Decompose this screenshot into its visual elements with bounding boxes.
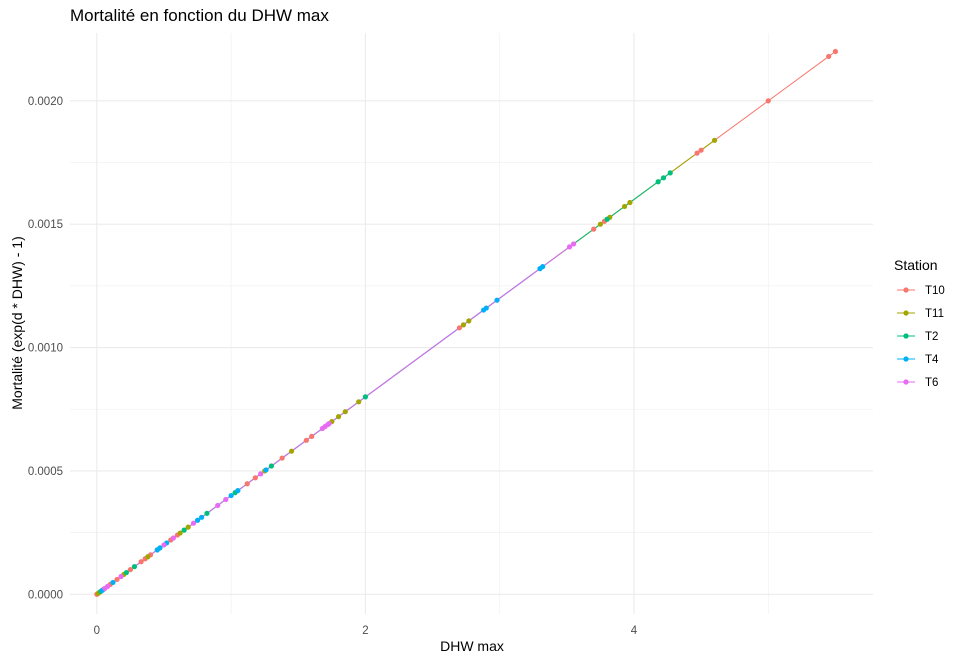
data-point [110, 579, 116, 586]
legend-title: Station [894, 257, 938, 273]
legend: Station T10 T11 T2 T4 T6 [894, 257, 945, 389]
x-axis-title: DHW max [440, 638, 504, 654]
data-point [145, 554, 151, 560]
legend-item-t6: T6 [897, 377, 938, 389]
data-point [177, 530, 183, 536]
legend-key-point [903, 287, 909, 293]
y-tick-label: 0.0010 [28, 343, 63, 355]
series-layer [94, 48, 839, 597]
data-point [181, 527, 187, 533]
y-tick-label: 0.0000 [28, 589, 63, 601]
data-point [252, 475, 258, 481]
data-point [540, 264, 546, 270]
data-point [335, 414, 342, 420]
data-point [621, 203, 628, 210]
data-point [303, 437, 309, 443]
data-point [223, 496, 229, 503]
data-point [627, 199, 633, 206]
legend-label: T4 [925, 354, 939, 366]
data-point [131, 564, 138, 570]
data-point [826, 53, 832, 60]
data-point [765, 98, 771, 104]
data-point [161, 542, 167, 548]
series-points-t6 [102, 241, 577, 591]
data-point [711, 137, 718, 143]
data-point [698, 147, 704, 153]
data-point [258, 471, 264, 477]
legend-label: T11 [925, 308, 944, 320]
legend-key-point [903, 356, 909, 362]
data-point [309, 433, 315, 439]
data-point [263, 467, 269, 473]
legend-item-t2: T2 [897, 331, 938, 343]
data-point [667, 170, 673, 176]
data-point [204, 510, 210, 516]
legend-key-point [903, 333, 909, 339]
data-point [466, 318, 472, 324]
data-point [597, 221, 604, 227]
data-point [244, 481, 250, 487]
y-tick-label: 0.0015 [28, 219, 63, 231]
x-tick-label: 2 [362, 625, 368, 637]
y-axis-title: Mortalité (exp(d * DHW) - 1) [9, 236, 25, 409]
data-point [356, 399, 362, 405]
legend-item-t4: T4 [897, 354, 939, 366]
data-point [566, 244, 573, 250]
chart-title: Mortalité en fonction du DHW max [70, 6, 329, 25]
data-point [832, 48, 839, 55]
data-point [591, 226, 597, 232]
data-point [228, 492, 234, 499]
data-point [198, 514, 205, 520]
data-point [342, 409, 348, 415]
legend-item-t10: T10 [897, 285, 945, 297]
data-point [170, 535, 176, 541]
grid [70, 33, 873, 614]
data-point [494, 297, 500, 303]
data-point [694, 150, 700, 156]
data-point [362, 394, 369, 400]
y-tick-label: 0.0005 [28, 466, 63, 478]
data-point [157, 545, 163, 551]
data-point [660, 175, 667, 181]
data-point [235, 488, 241, 494]
axes: 0 2 4 0.0000 0.0005 0.0010 0.0015 0.0020 [28, 96, 638, 637]
legend-label: T2 [925, 331, 938, 343]
data-point [138, 559, 144, 565]
data-point [604, 216, 610, 222]
data-point [326, 420, 332, 427]
data-point [123, 569, 129, 576]
data-point [127, 566, 134, 573]
data-point [268, 463, 275, 469]
data-point [215, 502, 221, 509]
legend-label: T10 [925, 285, 945, 297]
x-tick-label: 4 [631, 625, 638, 637]
x-tick-label: 0 [94, 625, 100, 637]
data-point [194, 517, 201, 523]
data-point [483, 305, 489, 311]
data-point [104, 583, 111, 589]
data-point [279, 455, 285, 461]
data-point [118, 573, 124, 580]
legend-key-point [903, 310, 909, 316]
legend-item-t11: T11 [897, 308, 944, 320]
data-point [655, 179, 661, 185]
data-point [456, 325, 463, 331]
data-point [460, 322, 467, 328]
legend-label: T6 [925, 377, 938, 389]
data-point [114, 576, 120, 583]
data-point [190, 520, 197, 526]
data-point [288, 448, 295, 454]
data-point [185, 524, 191, 530]
data-point [570, 241, 577, 247]
y-tick-label: 0.0020 [28, 96, 63, 108]
legend-key-point [903, 379, 909, 385]
